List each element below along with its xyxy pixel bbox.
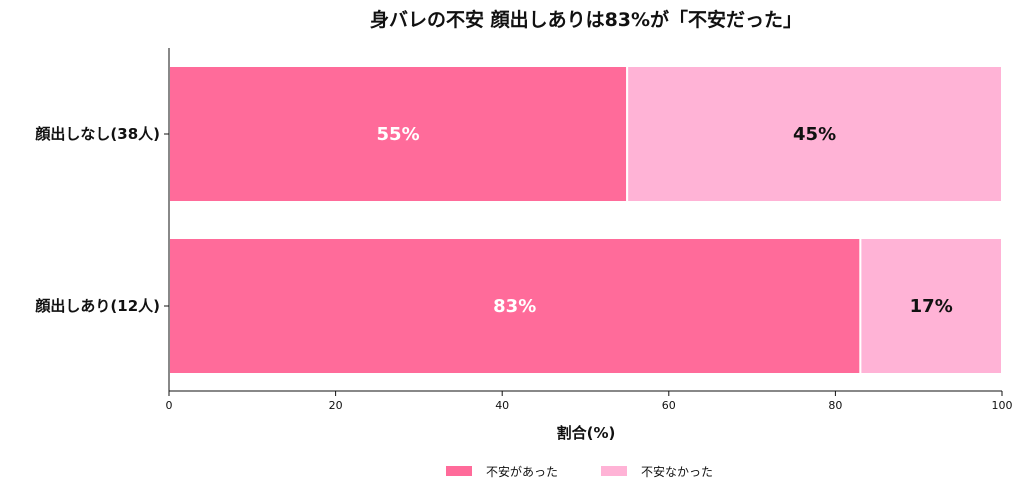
bar-segment bbox=[626, 65, 1004, 203]
x-axis-title: 割合(%) bbox=[557, 424, 616, 442]
legend-label: 不安なかった bbox=[641, 464, 713, 479]
x-tick-label: 40 bbox=[495, 399, 509, 412]
x-tick-label: 100 bbox=[992, 399, 1013, 412]
x-tick-label: 60 bbox=[662, 399, 676, 412]
legend: 不安があった 不安なかった bbox=[446, 464, 713, 479]
data-label: 45% bbox=[793, 124, 836, 145]
legend-label: 不安があった bbox=[486, 464, 558, 479]
data-label: 55% bbox=[377, 124, 420, 145]
bar-segment bbox=[859, 237, 1004, 375]
chart-title: 身バレの不安 顔出しありは83%が「不安だった」 bbox=[370, 8, 802, 31]
bar-segment bbox=[168, 237, 862, 375]
x-tick-label: 80 bbox=[828, 399, 842, 412]
data-label: 17% bbox=[910, 296, 953, 317]
x-tick-label: 20 bbox=[329, 399, 343, 412]
plot-area: 55% 45% 顔出しなし(38人) 83% 17% 顔出しあり(12人) 0 20 40 60 8… bbox=[34, 48, 1013, 412]
x-tick-label: 0 bbox=[166, 399, 173, 412]
category-label: 顔出しあり(12人) bbox=[34, 297, 160, 315]
legend-swatch bbox=[446, 466, 472, 476]
bar-segment bbox=[168, 65, 629, 203]
data-label: 83% bbox=[493, 296, 536, 317]
legend-swatch bbox=[601, 466, 627, 476]
category-label: 顔出しなし(38人) bbox=[34, 125, 160, 143]
